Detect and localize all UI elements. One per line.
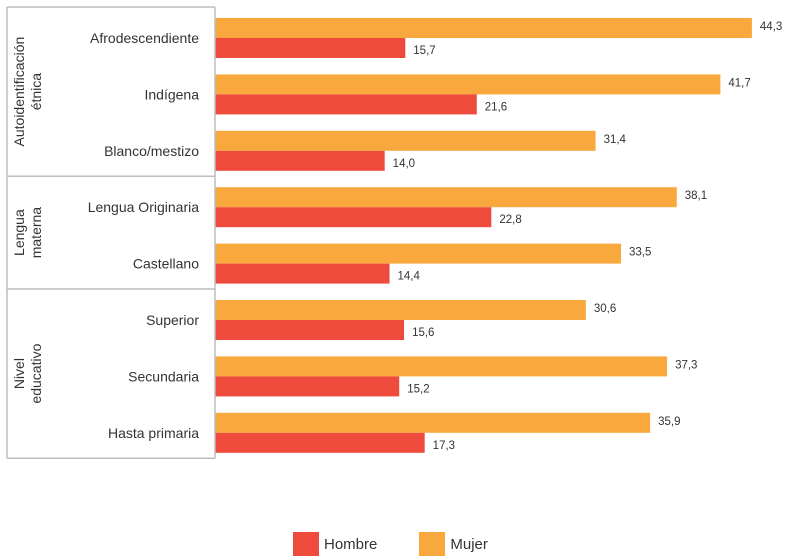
legend-item-hombre: Hombre [293, 532, 377, 556]
value-label-hombre: 15,6 [412, 327, 434, 339]
value-label-hombre: 15,2 [407, 383, 429, 395]
bar-hombre [215, 263, 390, 284]
category-label: Blanco/mestizo [104, 143, 199, 159]
value-label-hombre: 21,6 [485, 101, 507, 113]
value-label-mujer: 35,9 [658, 416, 680, 428]
bar-mujer [215, 187, 677, 208]
category-label: Afrodescendiente [90, 30, 199, 46]
bar-hombre [215, 432, 425, 453]
legend-label-hombre: Hombre [324, 535, 378, 553]
legend-swatch-hombre [293, 532, 319, 556]
category-label: Lengua Originaria [88, 199, 200, 215]
value-label-mujer: 30,6 [594, 303, 616, 315]
value-label-mujer: 41,7 [728, 77, 750, 89]
bar-hombre [215, 38, 406, 58]
category-label: Castellano [133, 256, 199, 272]
bar-mujer [215, 130, 596, 151]
legend-swatch-mujer [419, 532, 446, 556]
bar-mujer [215, 243, 622, 264]
bar-hombre [215, 150, 385, 171]
group-label: Niveleducativo [11, 343, 44, 403]
value-label-mujer: 44,3 [760, 21, 782, 33]
legend-label-mujer: Mujer [450, 535, 488, 553]
group-label: Autoidentificaciónétnica [11, 37, 44, 147]
bar-mujer [215, 74, 721, 95]
bar-mujer [215, 18, 752, 38]
category-label: Superior [146, 312, 199, 328]
legend-item-mujer: Mujer [419, 532, 488, 556]
value-label-mujer: 31,4 [604, 134, 627, 146]
value-label-hombre: 14,0 [393, 158, 415, 170]
category-label: Hasta primaria [108, 425, 199, 441]
value-label-hombre: 14,4 [398, 271, 421, 283]
value-label-mujer: 37,3 [675, 359, 697, 371]
bar-mujer [215, 412, 651, 433]
value-label-hombre: 22,8 [499, 214, 521, 226]
chart-legend: Hombre Mujer [293, 532, 530, 556]
bar-hombre [215, 94, 477, 115]
value-label-hombre: 17,3 [433, 440, 455, 452]
bar-hombre [215, 376, 400, 397]
value-label-mujer: 33,5 [629, 247, 651, 259]
group-label: Lenguamaterna [11, 207, 44, 259]
bar-hombre [215, 207, 492, 228]
bar-mujer [215, 356, 668, 377]
value-label-hombre: 15,7 [413, 45, 435, 57]
value-label-mujer: 38,1 [685, 190, 707, 202]
bar-hombre [215, 320, 405, 340]
category-label: Secundaria [128, 368, 199, 384]
bar-mujer [215, 300, 586, 320]
category-label: Indígena [145, 86, 200, 102]
